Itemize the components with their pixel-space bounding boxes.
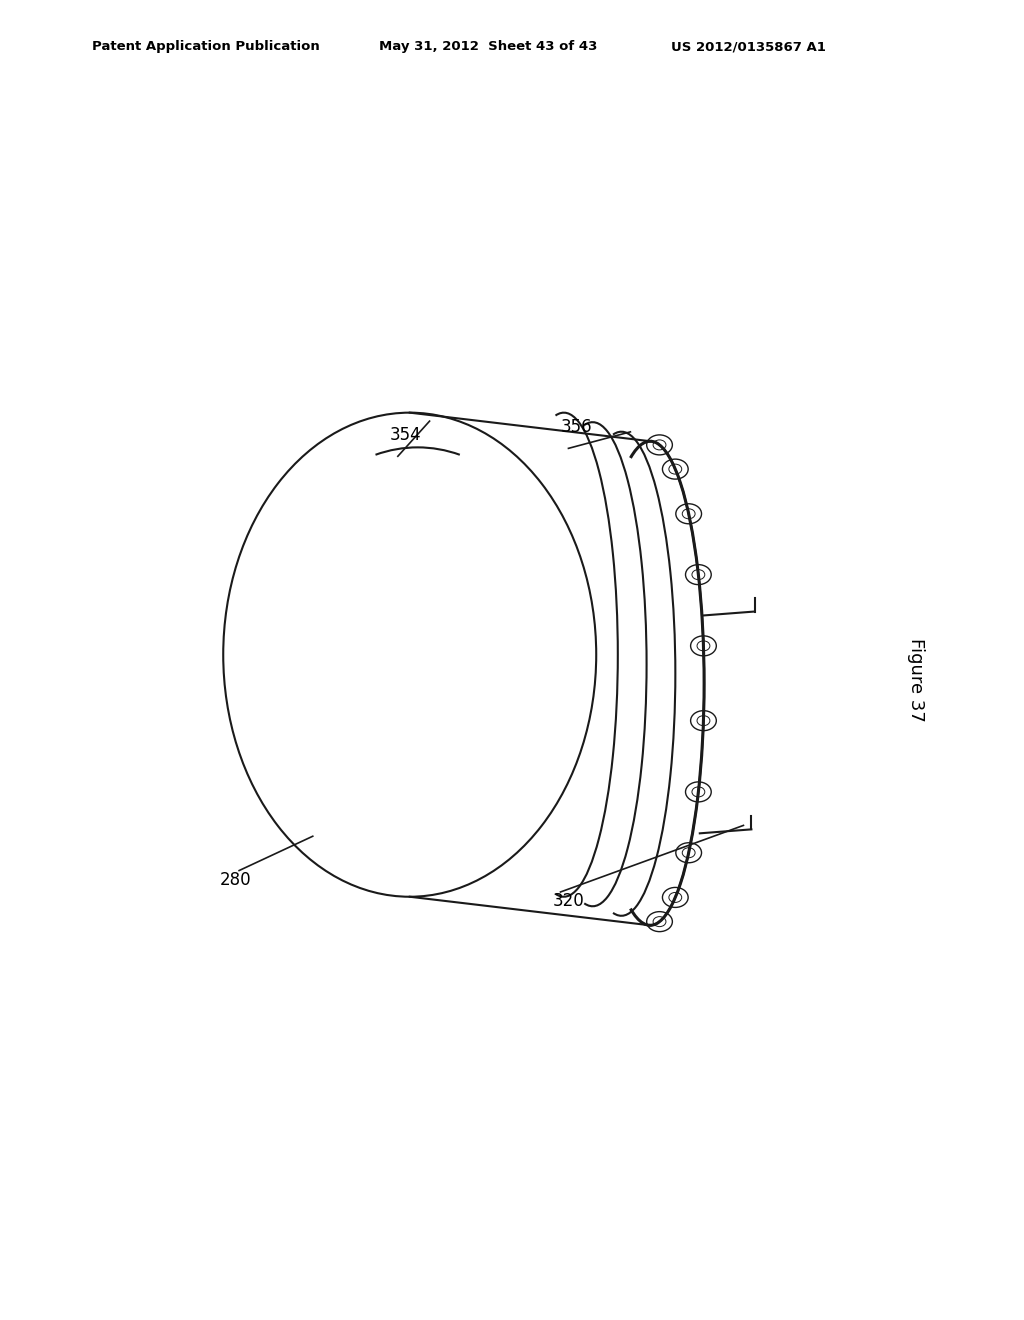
Text: May 31, 2012  Sheet 43 of 43: May 31, 2012 Sheet 43 of 43 bbox=[379, 40, 597, 53]
Text: Figure 37: Figure 37 bbox=[907, 638, 926, 722]
Text: 280: 280 bbox=[219, 871, 251, 888]
Text: US 2012/0135867 A1: US 2012/0135867 A1 bbox=[671, 40, 825, 53]
Text: 354: 354 bbox=[390, 426, 422, 445]
Text: 356: 356 bbox=[560, 418, 592, 437]
Text: 320: 320 bbox=[553, 892, 585, 911]
Text: Patent Application Publication: Patent Application Publication bbox=[92, 40, 319, 53]
